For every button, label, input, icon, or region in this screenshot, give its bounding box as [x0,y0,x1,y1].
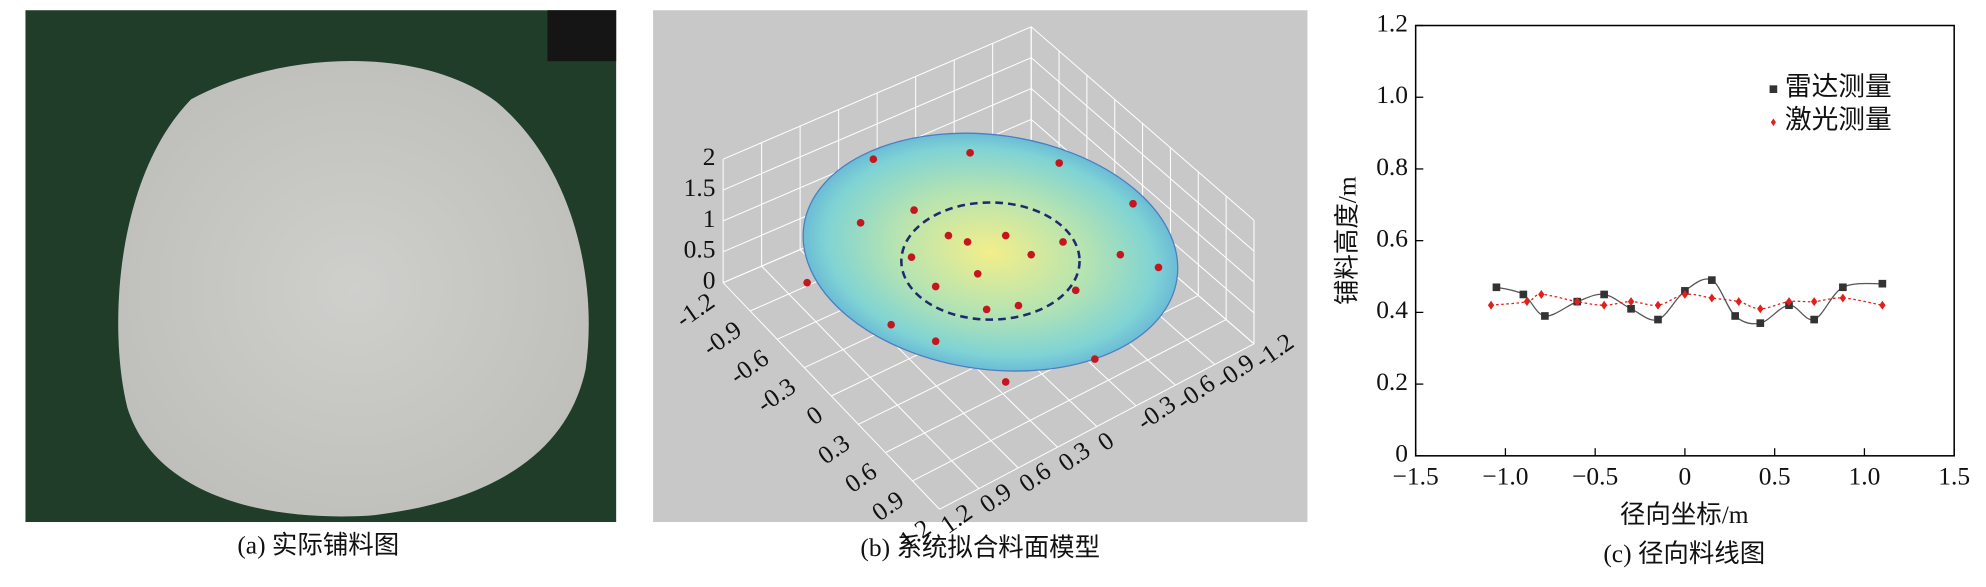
sample-point [1055,159,1064,167]
sample-point [1091,355,1099,363]
data-point [1487,300,1495,310]
caption: (a) 实际铺料图 [237,530,399,559]
data-point [1839,283,1847,292]
data-point [1731,312,1739,320]
z-tick-label: 1 [703,204,716,233]
data-point [1600,290,1608,299]
series-line [1496,278,1883,325]
x-tick-label: −1.5 [1393,462,1439,491]
data-point [1541,312,1549,320]
y-tick-label: 0.6 [1376,224,1408,253]
sample-point [910,206,918,214]
x-tick-label: −1.0 [1482,462,1528,491]
wall-grid [722,26,1255,221]
y-tick-label: 0.4 [1376,295,1408,324]
wall-grid [722,87,1255,283]
surface [802,132,1179,372]
x-tick-label: −0.5 [1572,462,1618,491]
z-tick-label: 0.5 [684,235,716,264]
legend-label: 激光测量 [1785,104,1892,134]
data-point [1735,297,1742,307]
legend-marker [1769,85,1778,93]
y-tick-label: 0 [1395,439,1408,468]
data-point [1708,293,1716,303]
data-point [1492,283,1501,292]
photo [25,10,617,523]
sample-point [1071,286,1080,295]
data-point [1681,289,1689,299]
data-point [1523,297,1531,307]
z-tick-label: 2 [703,142,716,171]
x-tick-label: 1.0 [1849,462,1881,491]
x-tick-label: 0.5 [1759,462,1791,491]
y-axis-label: 铺料高度/m [1332,176,1361,305]
model-plot: 00.511.52-1.2-0.9-0.6-0.3 00.30.60.91.21.… [653,10,1308,555]
floor-grid [912,319,1227,482]
boundary-circle [900,201,1081,321]
sample-point [1129,199,1137,208]
sample-point [856,219,865,227]
sample-point [907,253,916,262]
equipment [547,10,617,62]
sample-point [963,238,972,246]
sample-point [803,278,811,287]
data-point [1879,300,1886,310]
sample-point [931,282,940,291]
sample-point [944,231,953,240]
legend-marker [1770,118,1776,127]
data-point [1600,300,1608,310]
data-point [1810,315,1818,324]
data-point [1810,297,1818,307]
sample-point [973,269,982,278]
data-point [1654,315,1662,324]
data-point [1627,297,1635,307]
x-axis-label: 径向坐标/m [1620,500,1749,529]
sample-point [1014,301,1023,310]
y-tick-label: 0.2 [1376,367,1408,396]
data-point [1519,290,1528,299]
sample-point [982,305,991,314]
data-point [1708,276,1716,284]
z-tick-label: 0 [703,266,716,295]
data-point [1878,279,1887,288]
y-tick-label: 1.0 [1376,80,1408,109]
sample-point [1001,378,1010,386]
caption: (c) 径向料线图 [1603,539,1765,568]
sample-point [1116,250,1125,259]
legend-label: 雷达测量 [1785,71,1892,101]
data-point [1654,300,1662,310]
data-point [1757,304,1764,314]
wall-grid [722,57,1255,252]
series-line [1490,293,1883,310]
sample-point [966,149,974,157]
data-point [1756,319,1765,327]
data-point [1839,293,1847,303]
sample-point [931,337,940,346]
data-point [1627,304,1635,313]
y-tick-label: 1.2 [1376,8,1408,37]
x-tick-label: 1.5 [1938,462,1970,491]
caption: (b) 系统拟合料面模型 [860,533,1100,562]
sample-point [869,155,878,164]
sample-point [1027,250,1036,259]
x-tick-label: 0 [1679,462,1692,491]
sample-point [1059,238,1067,246]
material-pile [118,60,589,517]
line-chart: −1.5 −1.0 −0.5 0 0.5 1.0 1.5 0 0.2 0.4 0.6 0.8 1.0 1.… [1376,8,1970,490]
sample-point [1001,231,1010,240]
data-point [1538,289,1545,299]
sample-point [1154,263,1163,272]
y-tick-label: 0.8 [1376,152,1408,181]
floor-grid [939,343,1255,510]
sample-point [887,320,895,329]
z-tick-label: 1.5 [684,173,716,202]
